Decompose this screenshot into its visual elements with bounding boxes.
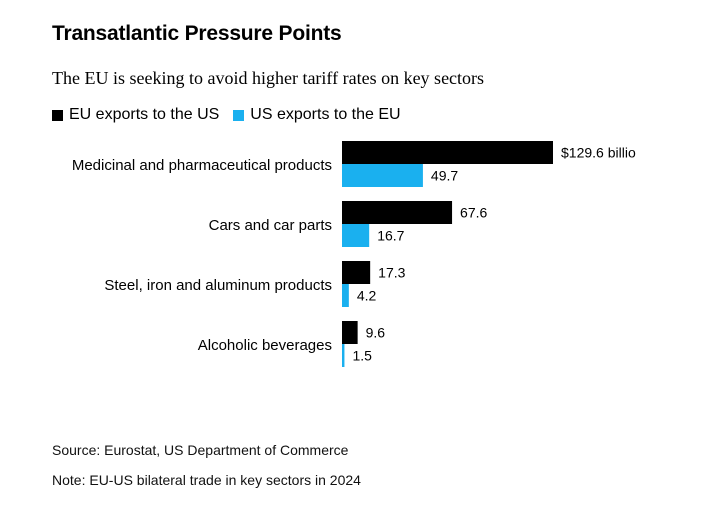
legend-label-eu: EU exports to the US: [69, 106, 220, 123]
footnote: Note: EU-US bilateral trade in key secto…: [52, 472, 361, 488]
bar-chart: Medicinal and pharmaceutical products $12…: [72, 141, 636, 367]
legend-swatch-us: [233, 109, 245, 121]
value-label-us-alcoholic-beverages: 1.5: [352, 348, 372, 364]
legend-label-us: US exports to the EU: [250, 106, 401, 123]
value-label-eu-steel-iron-and-aluminum-products: 17.3: [378, 265, 405, 281]
bar-us-steel-iron-and-aluminum-products: [342, 284, 349, 307]
legend-item-us: US exports to the EU: [233, 106, 401, 124]
legend-item-eu: EU exports to the US: [52, 106, 219, 124]
value-label-us-steel-iron-and-aluminum-products: 4.2: [357, 288, 377, 304]
legend-swatch-eu: [52, 109, 63, 121]
category-label-cars-and-car-parts: Cars and car parts: [209, 217, 332, 234]
chart-title: Transatlantic Pressure Points: [52, 22, 342, 45]
chart-subtitle: The EU is seeking to avoid higher tariff…: [52, 68, 485, 88]
bar-us-medicinal-and-pharmaceutical-products: [342, 164, 423, 187]
value-label-us-medicinal-and-pharmaceutical-products: 49.7: [431, 168, 458, 184]
bar-us-cars-and-car-parts: [342, 224, 370, 247]
legend: EU exports to the US US exports to the E…: [52, 106, 415, 124]
value-label-eu-cars-and-car-parts: 67.6: [460, 205, 487, 221]
category-label-alcoholic-beverages: Alcoholic beverages: [198, 337, 332, 354]
bar-us-alcoholic-beverages: [342, 344, 345, 367]
bar-eu-steel-iron-and-aluminum-products: [342, 261, 371, 284]
category-label-steel-iron-and-aluminum-products: Steel, iron and aluminum products: [104, 277, 332, 294]
category-label-medicinal-and-pharmaceutical-products: Medicinal and pharmaceutical products: [72, 157, 332, 174]
value-label-eu-medicinal-and-pharmaceutical-products: $129.6 billio: [561, 145, 636, 161]
bar-eu-alcoholic-beverages: [342, 321, 358, 344]
source-note: Source: Eurostat, US Department of Comme…: [52, 442, 349, 458]
value-label-eu-alcoholic-beverages: 9.6: [366, 325, 386, 341]
bar-eu-cars-and-car-parts: [342, 201, 453, 224]
bar-eu-medicinal-and-pharmaceutical-products: [342, 141, 553, 164]
value-label-us-cars-and-car-parts: 16.7: [377, 228, 404, 244]
